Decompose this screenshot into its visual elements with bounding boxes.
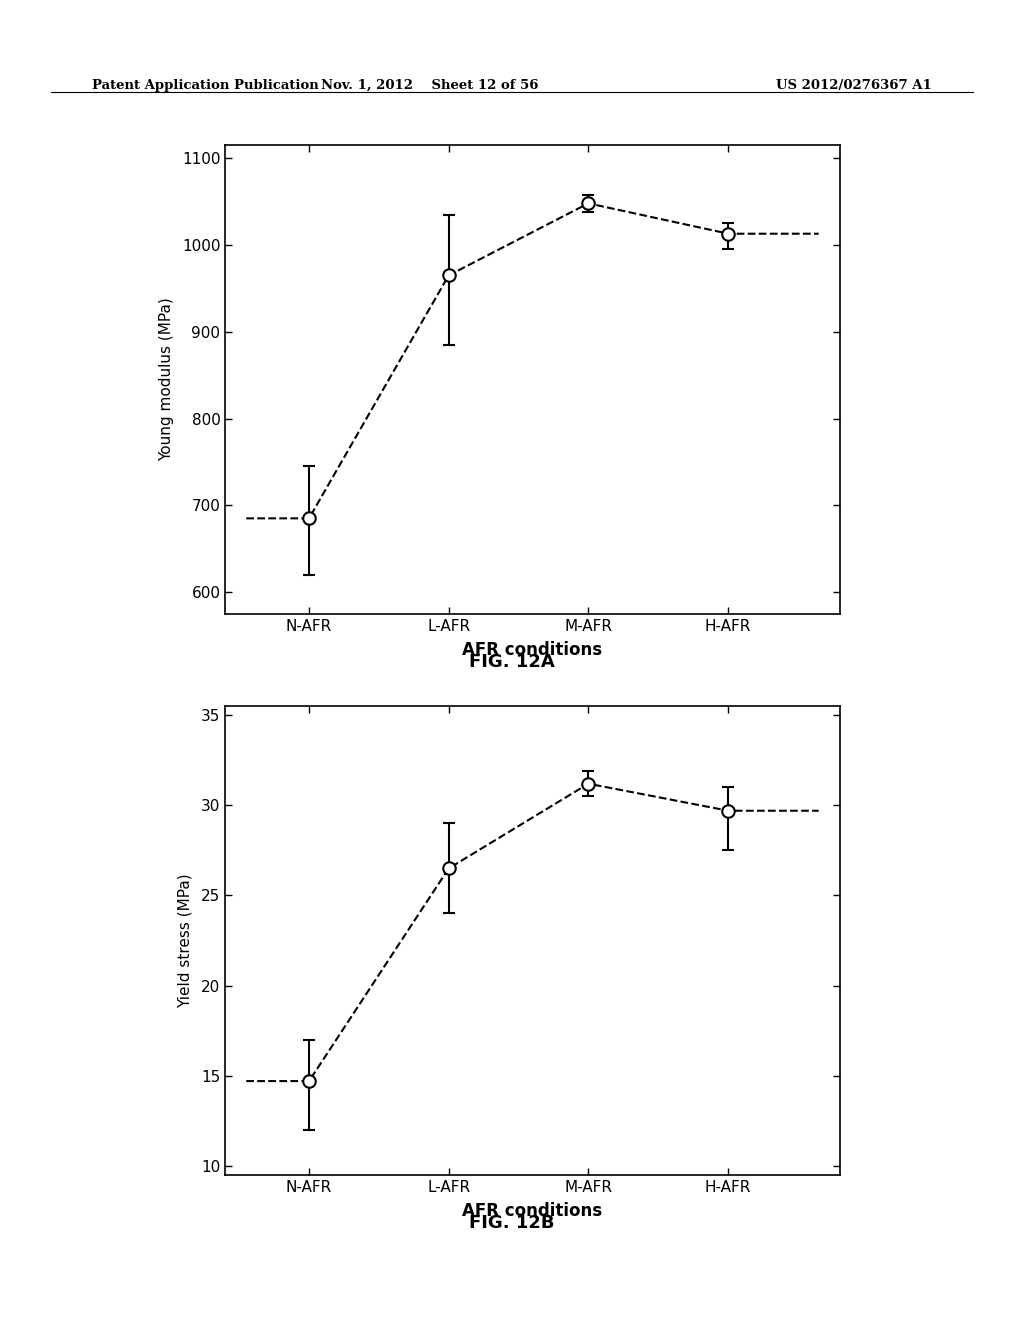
- Y-axis label: Young modulus (MPa): Young modulus (MPa): [159, 297, 174, 462]
- Text: FIG. 12A: FIG. 12A: [469, 653, 555, 672]
- Text: FIG. 12B: FIG. 12B: [469, 1214, 555, 1233]
- Text: Nov. 1, 2012    Sheet 12 of 56: Nov. 1, 2012 Sheet 12 of 56: [322, 79, 539, 92]
- Text: Patent Application Publication: Patent Application Publication: [92, 79, 318, 92]
- X-axis label: AFR conditions: AFR conditions: [463, 1201, 602, 1220]
- Text: US 2012/0276367 A1: US 2012/0276367 A1: [776, 79, 932, 92]
- Y-axis label: Yield stress (MPa): Yield stress (MPa): [178, 874, 193, 1007]
- X-axis label: AFR conditions: AFR conditions: [463, 640, 602, 659]
